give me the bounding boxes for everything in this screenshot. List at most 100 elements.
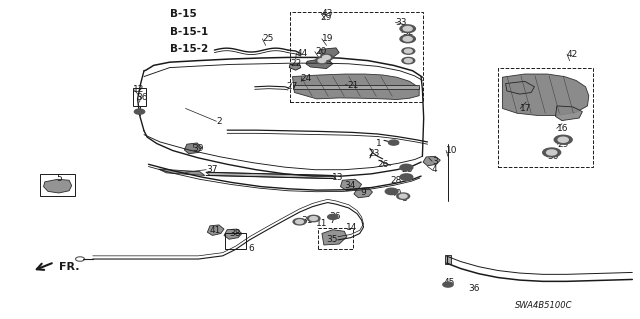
- Text: 3: 3: [432, 157, 438, 166]
- Text: 43: 43: [321, 9, 333, 18]
- Text: 30: 30: [547, 152, 559, 161]
- Polygon shape: [322, 230, 347, 245]
- Polygon shape: [206, 172, 336, 179]
- Circle shape: [554, 135, 572, 144]
- Polygon shape: [423, 156, 440, 166]
- Polygon shape: [292, 74, 419, 100]
- Text: B-15: B-15: [170, 9, 196, 19]
- Circle shape: [400, 174, 413, 180]
- Circle shape: [403, 26, 412, 31]
- Circle shape: [307, 215, 320, 222]
- Circle shape: [400, 25, 415, 33]
- Circle shape: [385, 188, 398, 195]
- Text: 5: 5: [56, 174, 62, 183]
- Text: 16: 16: [557, 124, 568, 133]
- Text: 37: 37: [206, 165, 218, 174]
- Circle shape: [400, 164, 413, 171]
- Text: 38: 38: [229, 229, 241, 238]
- Polygon shape: [44, 179, 72, 193]
- Text: 7: 7: [330, 216, 335, 225]
- Text: 34: 34: [344, 181, 356, 189]
- Circle shape: [310, 217, 317, 220]
- Text: 30: 30: [320, 55, 332, 64]
- Text: 2: 2: [216, 117, 222, 126]
- Text: 22: 22: [290, 59, 301, 68]
- Polygon shape: [506, 81, 534, 94]
- Text: 9: 9: [360, 188, 366, 197]
- Circle shape: [543, 148, 561, 157]
- Text: 10: 10: [446, 146, 458, 155]
- Text: 27: 27: [286, 82, 298, 91]
- Circle shape: [328, 214, 338, 219]
- Polygon shape: [354, 188, 372, 198]
- Text: 35: 35: [326, 235, 338, 244]
- Text: 39: 39: [192, 144, 204, 153]
- Circle shape: [402, 57, 415, 64]
- Text: 36: 36: [468, 284, 480, 293]
- Polygon shape: [319, 48, 339, 57]
- Polygon shape: [293, 85, 419, 89]
- Circle shape: [323, 56, 330, 59]
- Text: 29: 29: [557, 140, 569, 149]
- Circle shape: [558, 137, 568, 142]
- Circle shape: [388, 140, 399, 145]
- Circle shape: [404, 49, 412, 53]
- Text: FR.: FR.: [59, 262, 79, 272]
- Polygon shape: [502, 74, 589, 115]
- Text: 13: 13: [332, 173, 343, 182]
- Text: 29: 29: [321, 13, 332, 22]
- Circle shape: [403, 37, 412, 41]
- Text: 4: 4: [432, 165, 438, 174]
- Circle shape: [400, 35, 415, 43]
- Text: 40: 40: [390, 189, 402, 198]
- Text: B-15-2: B-15-2: [170, 44, 208, 55]
- Circle shape: [547, 150, 557, 155]
- Polygon shape: [159, 169, 205, 175]
- Circle shape: [296, 220, 303, 224]
- Polygon shape: [340, 179, 362, 191]
- Circle shape: [404, 59, 412, 63]
- Text: 6: 6: [248, 244, 254, 253]
- Circle shape: [320, 54, 333, 61]
- Circle shape: [134, 109, 145, 114]
- Text: 12: 12: [132, 85, 144, 94]
- Text: 19: 19: [322, 34, 333, 43]
- Text: 14: 14: [346, 223, 357, 232]
- Text: 44: 44: [296, 49, 308, 58]
- Text: 33: 33: [396, 18, 407, 27]
- Circle shape: [293, 219, 306, 225]
- Circle shape: [443, 282, 453, 287]
- Text: 41: 41: [210, 226, 221, 235]
- Text: 17: 17: [520, 104, 532, 113]
- Text: 31: 31: [301, 216, 313, 225]
- Polygon shape: [224, 229, 242, 239]
- Circle shape: [397, 193, 410, 199]
- Text: 25: 25: [262, 34, 274, 43]
- Circle shape: [399, 194, 407, 198]
- Text: 21: 21: [348, 81, 359, 90]
- Text: SWA4B5100C: SWA4B5100C: [515, 301, 573, 310]
- Text: B-15-1: B-15-1: [170, 27, 208, 37]
- Text: 24: 24: [301, 74, 312, 83]
- Text: 45: 45: [444, 278, 455, 287]
- Text: 20: 20: [315, 47, 326, 56]
- Text: 8: 8: [401, 194, 407, 203]
- Polygon shape: [207, 225, 224, 235]
- Polygon shape: [445, 255, 451, 264]
- Circle shape: [402, 48, 415, 54]
- Text: 28: 28: [401, 165, 413, 174]
- Text: 32: 32: [402, 28, 413, 37]
- Text: 42: 42: [567, 50, 579, 59]
- Text: 1: 1: [376, 139, 382, 148]
- Text: 11: 11: [316, 219, 327, 228]
- Text: 36: 36: [330, 212, 341, 221]
- Circle shape: [316, 57, 328, 64]
- Polygon shape: [289, 64, 301, 70]
- Text: 23: 23: [368, 149, 380, 158]
- Circle shape: [318, 59, 326, 63]
- Polygon shape: [184, 143, 202, 154]
- Text: 28: 28: [390, 176, 402, 185]
- Polygon shape: [556, 106, 582, 121]
- Text: 36: 36: [136, 93, 148, 102]
- Polygon shape: [306, 58, 333, 69]
